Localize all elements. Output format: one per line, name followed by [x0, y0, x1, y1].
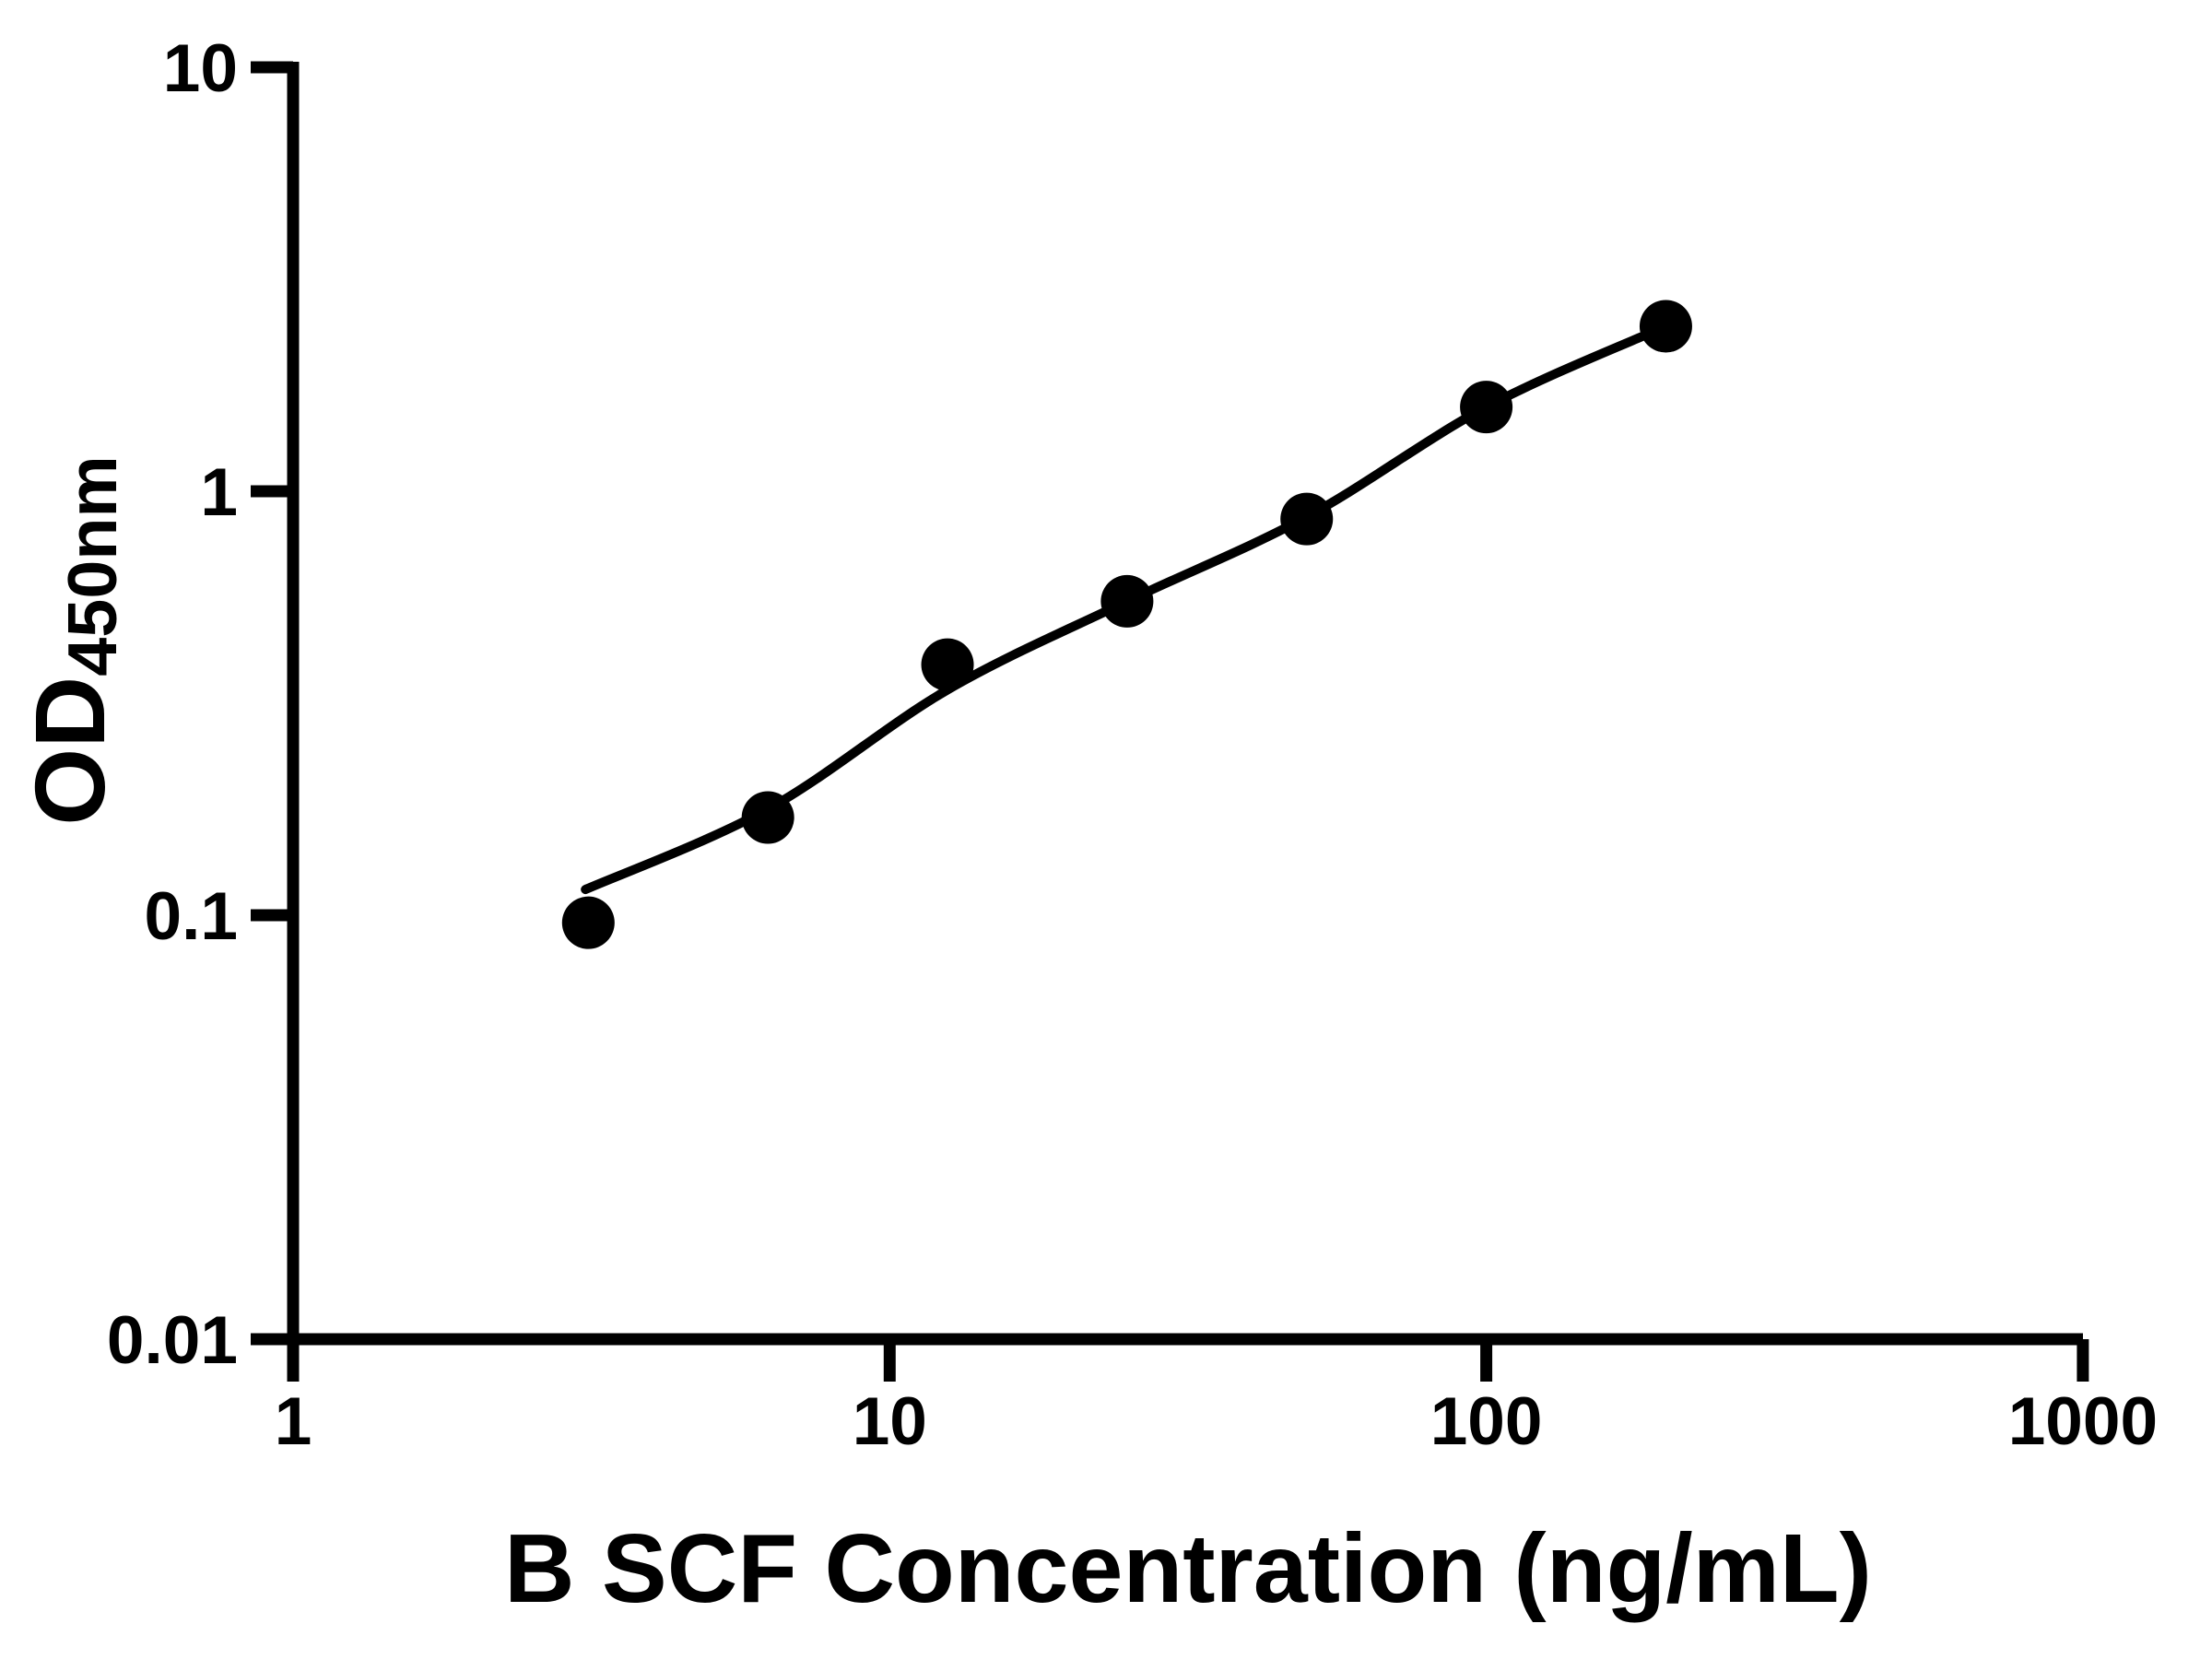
x-tick-label-1000: 1000 — [2008, 1384, 2158, 1459]
x-tick-label-100: 100 — [1430, 1384, 1543, 1459]
x-tick-label-1: 1 — [275, 1384, 312, 1459]
data-point-6.25 — [741, 791, 794, 844]
y-tick-label-0.01: 0.01 — [107, 1303, 238, 1378]
data-point-100 — [1460, 381, 1513, 434]
y-axis-title: OD450nm — [14, 455, 132, 826]
data-point-3.125 — [561, 896, 615, 949]
y-axis-title-subscript: 450nm — [53, 455, 132, 677]
data-point-200 — [1639, 300, 1692, 353]
y-tick-label-1: 1 — [200, 455, 238, 530]
data-point-50 — [1280, 492, 1334, 546]
data-point-12.5 — [921, 638, 974, 691]
x-tick-label-10: 10 — [853, 1384, 927, 1459]
y-tick-label-0.1: 0.1 — [145, 879, 238, 954]
y-axis-title-main: OD — [14, 676, 125, 826]
y-tick-label-10: 10 — [163, 31, 238, 106]
axis-spine — [287, 62, 2083, 1346]
x-axis-title: B SCF Concentration (ng/mL) — [504, 1514, 1872, 1623]
data-point-25 — [1100, 574, 1154, 628]
